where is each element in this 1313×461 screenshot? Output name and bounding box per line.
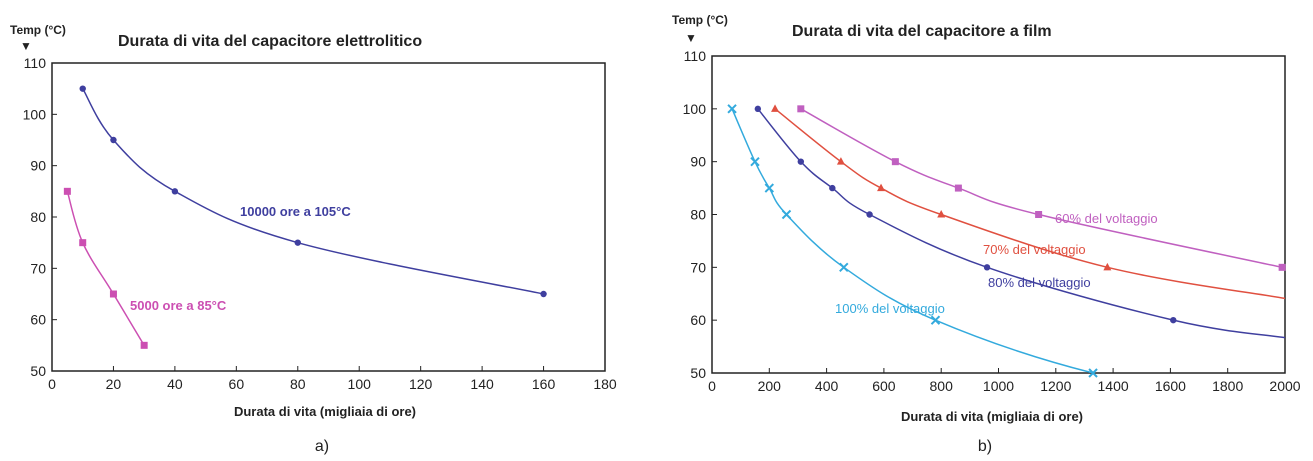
chart-a-series — [63, 85, 547, 349]
chart-a-data-point — [79, 239, 87, 247]
chart-a-xtick-label: 140 — [470, 376, 494, 392]
chart-a-xtick-label: 120 — [409, 376, 433, 392]
chart-a-ytick-label: 80 — [30, 209, 46, 225]
chart-b-data-point — [877, 183, 886, 192]
chart-a-ytick-label: 100 — [23, 106, 47, 122]
chart-a-data-point — [110, 136, 117, 144]
chart-b-data-point — [954, 184, 962, 192]
chart-b-data-point — [1035, 211, 1043, 218]
chart-a-xlabel: Durata di vita (migliaia di ore) — [234, 404, 416, 419]
chart-b-data-point — [797, 105, 805, 113]
chart-a-ytick-label: 110 — [24, 55, 47, 71]
chart-b-data-point — [797, 158, 805, 165]
chart-a-data-point — [63, 187, 71, 195]
chart-b-series-label-60: 60% del voltaggio — [1055, 211, 1158, 226]
chart-b-series-label-70: 70% del voltaggio — [983, 242, 1086, 257]
chart-b-ylabel: Temp (°C) — [672, 13, 728, 27]
chart-a-ylabel: Temp (°C) — [10, 23, 66, 37]
chart-b-xtick-label: 600 — [872, 378, 896, 394]
chart-b-axes: 0 200 400 600 800 1000 1200 1400 1600 1800 2000 50 6… — [683, 48, 1301, 394]
chart-a-xtick-label: 60 — [229, 376, 245, 392]
chart-a-ytick-label: 70 — [30, 260, 46, 276]
chart-a-data-point — [540, 290, 547, 298]
chart-a-data-point — [79, 85, 86, 92]
chart-a-ytick-label: 90 — [30, 158, 46, 174]
chart-a-xtick-label: 180 — [593, 376, 617, 392]
chart-b-data-point — [1103, 262, 1112, 271]
chart-b-xlabel: Durata di vita (migliaia di ore) — [901, 409, 1083, 424]
chart-b-xtick-label: 400 — [815, 378, 839, 394]
chart-b-data-point — [983, 264, 991, 271]
chart-a-series-label-1: 10000 ore a 105°C — [240, 204, 351, 219]
chart-b-xtick-label: 1800 — [1212, 378, 1243, 394]
chart-b-data-point — [764, 183, 775, 193]
chart-b-data-point — [781, 209, 792, 220]
chart-a-arrow-icon: ▼ — [20, 39, 32, 53]
chart-b-xtick-label: 1200 — [1040, 378, 1071, 394]
chart-b-xtick-label: 0 — [708, 378, 716, 394]
chart-b-data-point — [866, 211, 873, 218]
chart-b-ytick-label: 60 — [690, 312, 706, 328]
chart-b-ytick-label: 110 — [684, 48, 707, 64]
chart-b-xtick-label: 1000 — [983, 378, 1014, 394]
chart-b-data-point — [754, 105, 762, 113]
chart-b-data-point — [1278, 263, 1286, 271]
chart-a-ytick-label: 50 — [30, 363, 46, 379]
chart-b-data-point — [839, 262, 849, 273]
chart-b-data-point — [750, 156, 760, 167]
chart-b-ytick-label: 70 — [690, 259, 706, 275]
chart-b-ytick-label: 50 — [690, 365, 706, 381]
chart-b-data-point — [727, 104, 737, 114]
chart-panel-b: Temp (°C) ▼ Durata di vita del capacitor… — [672, 13, 1301, 455]
chart-b-arrow-icon: ▼ — [685, 31, 697, 45]
chart-b-data-point — [836, 157, 845, 165]
chart-panel-a: Temp (°C) ▼ Durata di vita del capacitor… — [10, 23, 617, 455]
chart-a-series-label-2: 5000 ore a 85°C — [130, 298, 227, 313]
chart-b-xtick-label: 1600 — [1155, 378, 1186, 394]
chart-b-xtick-label: 2000 — [1269, 378, 1300, 394]
chart-b-xtick-label: 200 — [758, 378, 782, 394]
chart-a-data-point — [109, 290, 117, 298]
chart-b-data-point — [829, 184, 836, 192]
chart-b-series — [727, 104, 1286, 378]
chart-a-series-line-0 — [82, 88, 544, 295]
chart-b-ytick-label: 80 — [690, 207, 706, 223]
chart-b-data-point — [1170, 316, 1177, 324]
chart-a-xtick-label: 80 — [290, 376, 306, 392]
chart-b-series-label-80: 80% del voltaggio — [988, 275, 1091, 290]
chart-b-ytick-label: 90 — [690, 154, 706, 170]
chart-a-panel-label: a) — [315, 438, 329, 455]
chart-a-xtick-label: 20 — [106, 376, 122, 392]
chart-a-title: Durata di vita del capacitore elettrolit… — [118, 33, 422, 50]
chart-b-title: Durata di vita del capacitore a film — [792, 23, 1052, 40]
chart-b-series-label-100: 100% del voltaggio — [835, 301, 945, 316]
chart-a-axes: 0 20 40 60 80 100 120 140 160 180 50 60 70 80 90 100 110 — [23, 55, 617, 392]
chart-b-series-line-3 — [731, 108, 1097, 373]
chart-b-data-point — [891, 158, 899, 166]
chart-a-xtick-label: 40 — [167, 376, 183, 392]
chart-b-panel-label: b) — [978, 438, 992, 455]
chart-b-data-point — [1088, 368, 1098, 378]
chart-b-ytick-label: 100 — [683, 101, 707, 117]
chart-b-xtick-label: 800 — [930, 378, 954, 394]
chart-b-data-point — [771, 104, 780, 112]
chart-a-series-line-1 — [66, 191, 145, 346]
chart-a-ytick-label: 60 — [30, 312, 46, 328]
chart-a-xtick-label: 160 — [532, 376, 556, 392]
chart-b-xtick-label: 1400 — [1098, 378, 1129, 394]
chart-a-data-point — [140, 341, 148, 349]
chart-a-data-point — [171, 188, 179, 195]
chart-b-data-point — [930, 315, 941, 325]
chart-b-data-point — [937, 210, 946, 218]
chart-a-xtick-label: 100 — [348, 376, 372, 392]
chart-a-data-point — [294, 239, 301, 246]
chart-a-xtick-label: 0 — [48, 376, 56, 392]
